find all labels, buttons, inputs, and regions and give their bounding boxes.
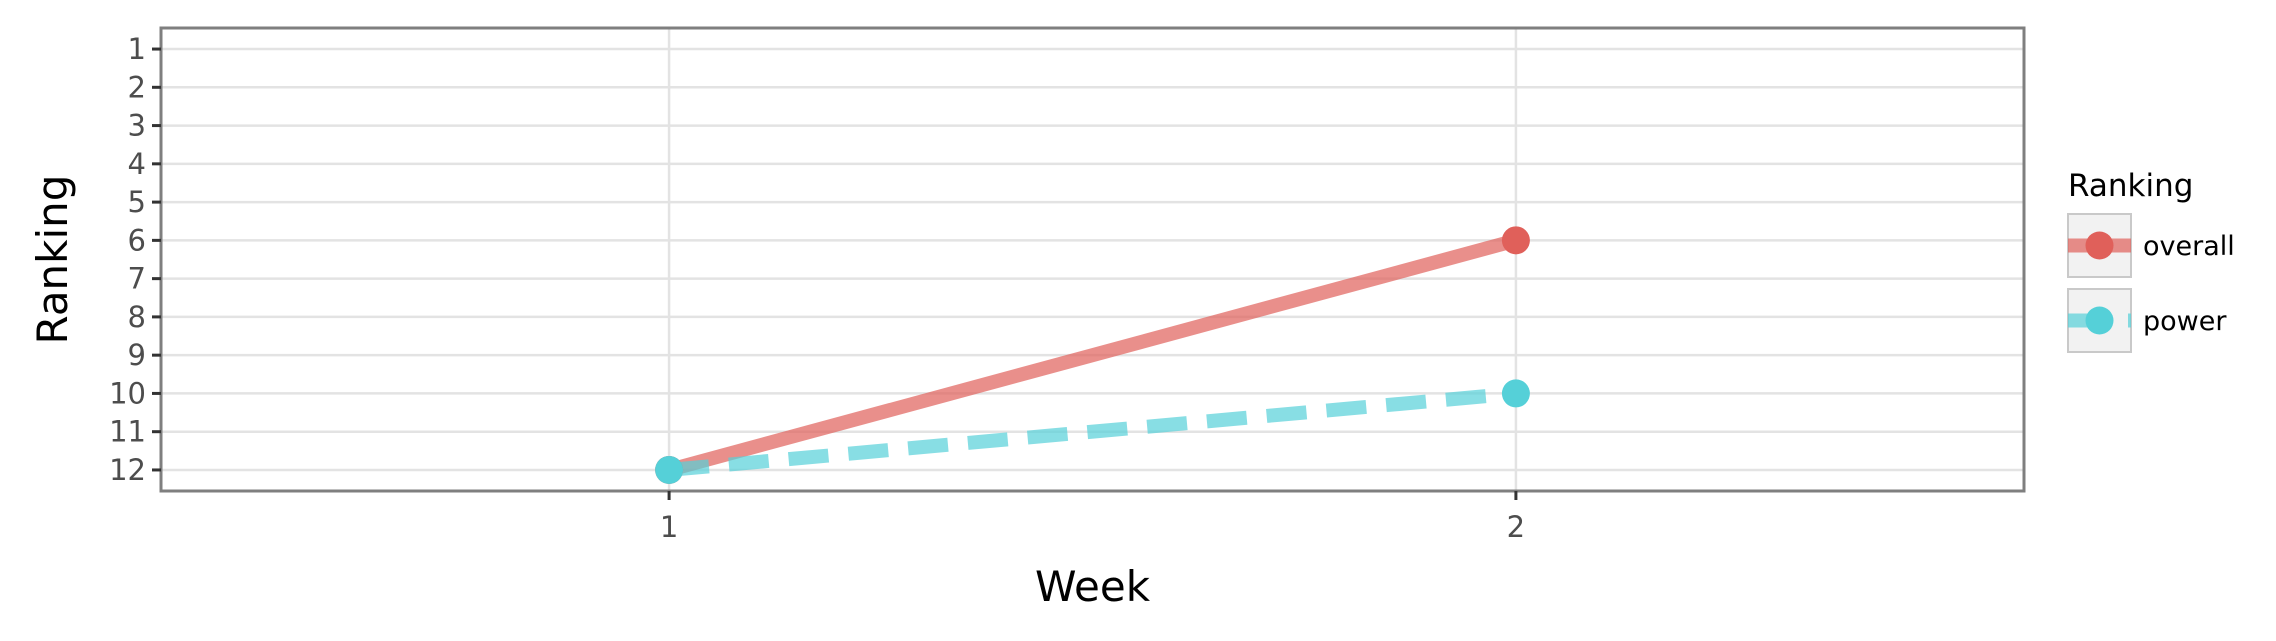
y-tick-label: 9 (128, 338, 146, 372)
y-tick-label: 12 (109, 453, 146, 487)
series-line-overall (667, 233, 1518, 477)
y-tick-label: 6 (128, 223, 146, 257)
y-tick-label: 10 (109, 376, 146, 410)
y-tick-label: 4 (128, 147, 146, 181)
horizontal-gridlines (161, 47, 2024, 472)
legend: Ranking overall power (2067, 168, 2235, 353)
y-axis-title: Ranking (28, 175, 77, 345)
x-axis-title: Week (1035, 562, 1151, 611)
x-tick-label: 2 (1507, 510, 1525, 544)
y-tick-label: 5 (128, 185, 146, 219)
legend-label: power (2143, 306, 2227, 337)
y-tick-label: 11 (109, 415, 146, 449)
y-tick-label: 8 (128, 300, 146, 334)
legend-key-point (2085, 306, 2114, 335)
y-tick-label: 2 (128, 70, 146, 104)
series-lines (667, 233, 1518, 477)
y-tick-label: 7 (128, 262, 146, 296)
vertical-gridlines (667, 28, 1518, 491)
series-points (655, 226, 1530, 484)
point-power-week-2 (1501, 379, 1530, 408)
legend-label: overall (2143, 231, 2235, 262)
y-tick-label: 1 (128, 32, 146, 66)
legend-key-point (2085, 231, 2114, 260)
plot-panel-border (159, 26, 2026, 493)
x-tick-label: 1 (660, 510, 678, 544)
series-line-power (668, 386, 1517, 477)
legend-item-overall: overall (2067, 213, 2235, 278)
y-tick-label: 3 (128, 109, 146, 143)
legend-item-power: power (2067, 288, 2227, 353)
legend-title: Ranking (2068, 168, 2193, 204)
point-overall-week-2 (1501, 226, 1530, 255)
point-power-week-1 (655, 455, 684, 484)
